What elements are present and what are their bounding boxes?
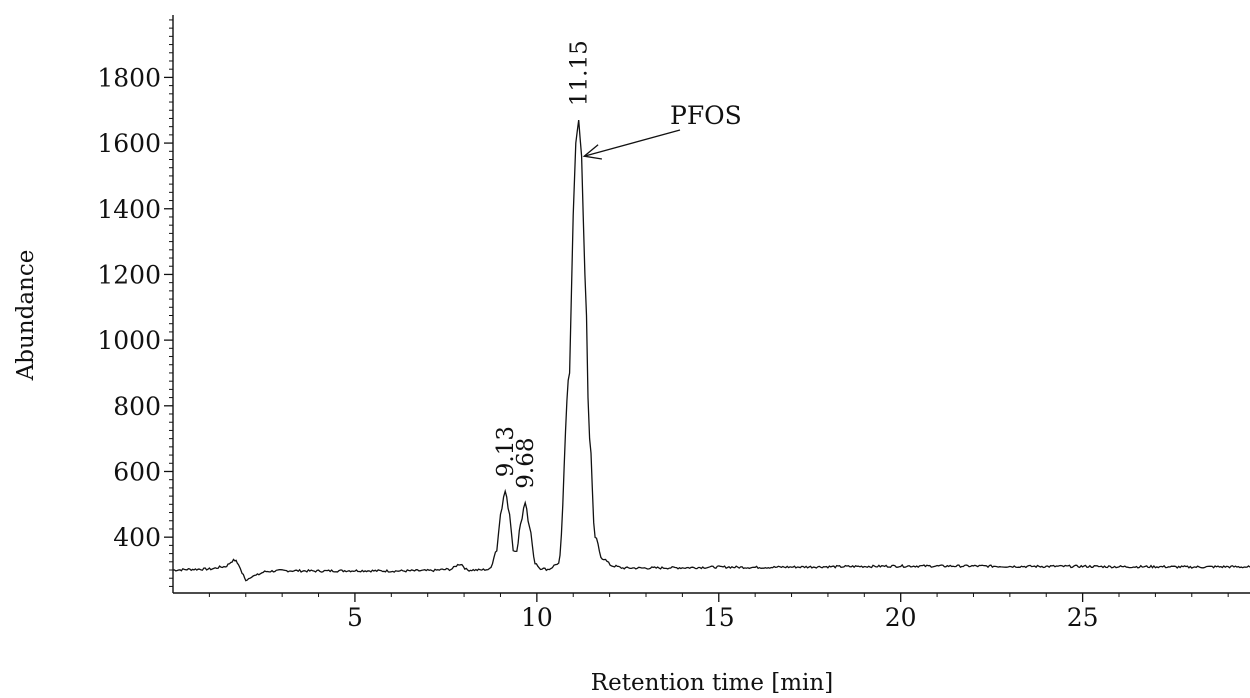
y-tick-label: 1000 <box>97 326 161 355</box>
x-ticks: 5 10 15 20 25 <box>347 593 1099 632</box>
pfos-annotation-label: PFOS <box>670 101 742 130</box>
peak-label: 9.68 <box>513 437 539 488</box>
x-tick-label: 25 <box>1067 603 1099 632</box>
axes <box>172 15 1250 594</box>
peak-label: 9.13 <box>493 426 519 477</box>
y-tick-label: 1400 <box>97 195 161 224</box>
x-tick-label: 5 <box>347 603 363 632</box>
y-tick-label: 1200 <box>97 260 161 289</box>
y-axis-title: Abundance <box>13 250 39 382</box>
annotations: PFOS <box>582 101 742 160</box>
peak-labels: 9.139.68 11.15 <box>493 40 593 488</box>
y-tick-label: 1600 <box>97 129 161 158</box>
annotation-arrow-head <box>582 144 603 160</box>
y-tick-label: 400 <box>113 523 161 552</box>
y-ticks: 400 600 800 1000 1200 1400 1600 1800 <box>97 63 173 552</box>
minor-ticks <box>169 19 1229 597</box>
y-tick-label: 800 <box>113 392 161 421</box>
x-tick-label: 15 <box>703 603 735 632</box>
y-tick-label: 1800 <box>97 63 161 92</box>
y-tick-label: 600 <box>113 457 161 486</box>
peak-label: 11.15 <box>567 40 593 106</box>
x-tick-label: 10 <box>521 603 553 632</box>
annotation-arrow-line <box>583 129 681 157</box>
x-tick-label: 20 <box>885 603 917 632</box>
chromatogram-trace <box>172 120 1250 582</box>
x-axis-title: Retention time [min] <box>591 670 833 696</box>
